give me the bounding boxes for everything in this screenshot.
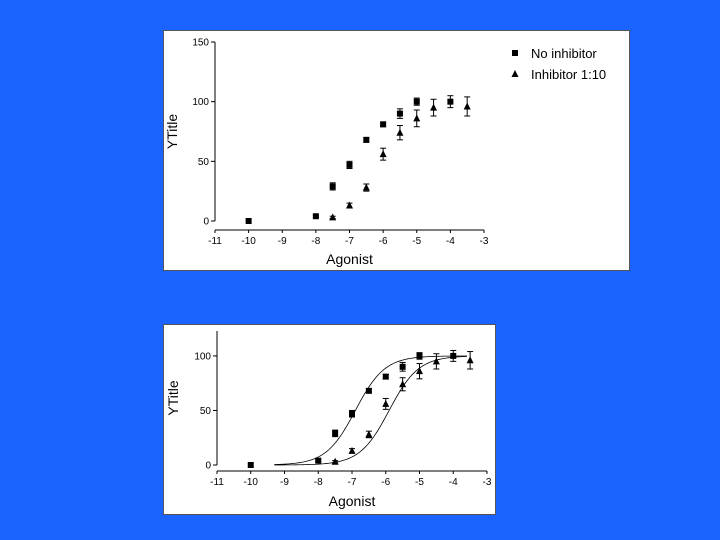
x-tick-label: -8 bbox=[311, 236, 320, 247]
data-point-no-inhibitor bbox=[380, 121, 387, 128]
x-tick-label: -11 bbox=[210, 477, 224, 488]
data-point-inhibitor-1-10 bbox=[346, 201, 353, 209]
x-tick-label: -10 bbox=[244, 477, 259, 488]
fit-curve-no-inhibitor bbox=[274, 355, 467, 465]
x-axis-label: Agonist bbox=[329, 493, 376, 509]
data-point-no-inhibitor bbox=[450, 352, 457, 359]
x-tick-label: -11 bbox=[208, 236, 222, 247]
x-tick-label: -9 bbox=[280, 477, 289, 488]
data-point-inhibitor-1-10 bbox=[382, 399, 390, 407]
y-tick-label: 100 bbox=[192, 97, 209, 108]
x-tick-label: -10 bbox=[241, 236, 256, 247]
data-point-no-inhibitor bbox=[349, 410, 355, 417]
x-tick-label: -7 bbox=[345, 236, 354, 247]
y-tick-label: 50 bbox=[200, 406, 212, 417]
data-point-inhibitor-1-10 bbox=[331, 457, 339, 465]
data-point-no-inhibitor bbox=[447, 98, 454, 105]
y-tick-label: 100 bbox=[194, 351, 211, 362]
data-point-no-inhibitor bbox=[312, 213, 319, 220]
x-tick-label: -6 bbox=[379, 236, 388, 247]
data-point-no-inhibitor bbox=[332, 430, 339, 437]
data-point-no-inhibitor bbox=[365, 387, 372, 394]
data-point-no-inhibitor bbox=[363, 136, 370, 143]
x-tick-label: -4 bbox=[449, 477, 458, 488]
data-point-no-inhibitor bbox=[382, 373, 389, 380]
data-point-no-inhibitor bbox=[416, 352, 423, 359]
y-tick-label: 0 bbox=[205, 461, 211, 472]
x-tick-label: -4 bbox=[446, 236, 455, 247]
x-tick-label: -3 bbox=[483, 477, 492, 488]
y-axis-label: YTitle bbox=[165, 380, 181, 415]
chart-panel-bottom: 0 50 100 -11 -10 -9 -8 -7 -6 -5 -4 -3 Agonist YTitle bbox=[163, 324, 496, 515]
data-point-inhibitor-1-10 bbox=[413, 114, 421, 122]
data-point-inhibitor-1-10 bbox=[432, 357, 440, 365]
y-tick-label: 0 bbox=[203, 217, 209, 228]
data-point-inhibitor-1-10 bbox=[416, 367, 423, 375]
legend-marker-no-inhibitor bbox=[512, 50, 518, 56]
chart-bottom: 0 50 100 -11 -10 -9 -8 -7 -6 -5 -4 -3 Agonist YTitle bbox=[165, 331, 492, 509]
legend-label-no-inhibitor: No inhibitor bbox=[531, 46, 597, 61]
x-axis-label: Agonist bbox=[326, 251, 373, 267]
data-point-no-inhibitor bbox=[315, 457, 322, 464]
y-tick-label: 50 bbox=[198, 157, 210, 168]
data-point-inhibitor-1-10 bbox=[466, 356, 474, 364]
data-point-inhibitor-1-10 bbox=[399, 380, 407, 388]
data-point-no-inhibitor bbox=[247, 462, 254, 468]
x-tick-label: -3 bbox=[480, 236, 489, 247]
data-point-inhibitor-1-10 bbox=[430, 103, 438, 111]
x-tick-label: -7 bbox=[348, 477, 357, 488]
x-tick-label: -9 bbox=[278, 236, 287, 247]
data-point-inhibitor-1-10 bbox=[329, 213, 337, 221]
data-point-inhibitor-1-10 bbox=[362, 183, 370, 191]
legend-label-inhibitor-1-10: Inhibitor 1:10 bbox=[531, 67, 606, 82]
fit-curve-inhibitor-1-10 bbox=[274, 356, 467, 466]
chart-panel-top: 0 50 100 150 -11 -10 -9 -8 -7 -6 -5 -4 -3 Agonist YTit… bbox=[163, 30, 630, 271]
x-tick-label: -8 bbox=[314, 477, 323, 488]
data-point-no-inhibitor bbox=[396, 110, 403, 117]
x-tick-label: -5 bbox=[415, 477, 424, 488]
y-tick-label: 150 bbox=[192, 38, 209, 49]
data-point-inhibitor-1-10 bbox=[365, 430, 373, 438]
data-point-no-inhibitor bbox=[346, 161, 353, 168]
data-point-inhibitor-1-10 bbox=[463, 102, 471, 110]
x-tick-label: -6 bbox=[381, 477, 390, 488]
data-point-inhibitor-1-10 bbox=[379, 150, 387, 158]
data-point-no-inhibitor bbox=[245, 218, 252, 224]
data-point-no-inhibitor bbox=[399, 363, 406, 370]
legend-marker-inhibitor-1-10 bbox=[511, 70, 519, 77]
data-point-no-inhibitor bbox=[329, 183, 336, 190]
y-axis-label: YTitle bbox=[164, 114, 180, 149]
data-point-inhibitor-1-10 bbox=[396, 128, 404, 136]
x-tick-label: -5 bbox=[412, 236, 421, 247]
data-point-no-inhibitor bbox=[413, 98, 420, 105]
data-point-inhibitor-1-10 bbox=[348, 446, 356, 454]
chart-top: 0 50 100 150 -11 -10 -9 -8 -7 -6 -5 -4 -3 Agonist YTit… bbox=[164, 38, 606, 268]
